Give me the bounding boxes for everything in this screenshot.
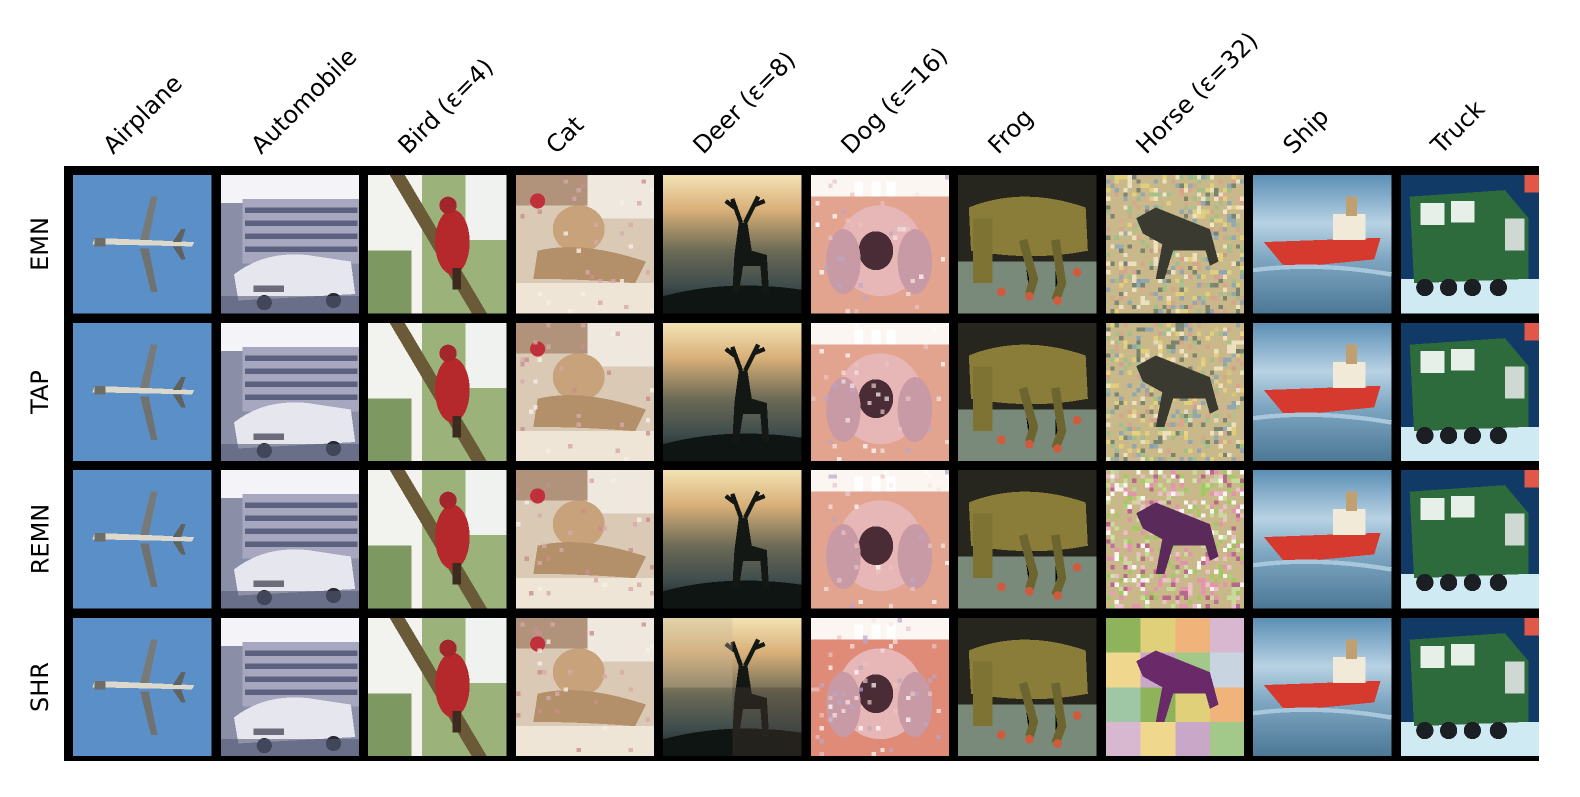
column-label-bird: Bird (ε=4) bbox=[392, 52, 500, 160]
row-label-tap: TAP bbox=[25, 369, 54, 414]
truck-shr-image bbox=[1400, 617, 1539, 756]
dog-remn-image bbox=[810, 470, 949, 609]
column-label-frog: Frog bbox=[982, 103, 1039, 160]
dog-tap-image bbox=[810, 322, 949, 461]
bird-tap-image bbox=[368, 322, 507, 461]
column-label-deer: Deer (ε=8) bbox=[687, 45, 802, 160]
column-label-ship: Ship bbox=[1277, 102, 1335, 160]
dog-shr-image bbox=[810, 617, 949, 756]
automobile-tap-image bbox=[220, 322, 359, 461]
dog-emn-image bbox=[810, 175, 949, 314]
airplane-remn-image bbox=[73, 470, 212, 609]
frog-remn-image bbox=[958, 470, 1097, 609]
automobile-emn-image bbox=[220, 175, 359, 314]
column-label-airplane: Airplane bbox=[97, 69, 189, 160]
column-label-truck: Truck bbox=[1425, 94, 1490, 160]
airplane-shr-image bbox=[73, 617, 212, 756]
ship-tap-image bbox=[1253, 322, 1392, 461]
image-grid bbox=[64, 166, 1539, 761]
column-label-horse: Horse (ε=32) bbox=[1130, 26, 1264, 160]
airplane-tap-image bbox=[73, 322, 212, 461]
bird-remn-image bbox=[368, 470, 507, 609]
row-label-remn: REMN bbox=[25, 504, 54, 575]
horse-shr-image bbox=[1105, 617, 1244, 756]
airplane-emn-image bbox=[73, 175, 212, 314]
frog-shr-image bbox=[958, 617, 1097, 756]
bird-shr-image bbox=[368, 617, 507, 756]
truck-emn-image bbox=[1400, 175, 1539, 314]
row-label-shr: SHR bbox=[25, 661, 54, 712]
row-label-emn: EMN bbox=[25, 217, 54, 272]
cat-remn-image bbox=[515, 470, 654, 609]
cat-tap-image bbox=[515, 322, 654, 461]
automobile-remn-image bbox=[220, 470, 359, 609]
bird-emn-image bbox=[368, 175, 507, 314]
column-label-cat: Cat bbox=[540, 110, 590, 160]
truck-remn-image bbox=[1400, 470, 1539, 609]
ship-emn-image bbox=[1253, 175, 1392, 314]
deer-tap-image bbox=[663, 322, 802, 461]
ship-remn-image bbox=[1253, 470, 1392, 609]
ship-shr-image bbox=[1253, 617, 1392, 756]
column-label-automobile: Automobile bbox=[245, 42, 363, 160]
truck-tap-image bbox=[1400, 322, 1539, 461]
automobile-shr-image bbox=[220, 617, 359, 756]
column-label-dog: Dog (ε=16) bbox=[835, 41, 954, 160]
horse-emn-image bbox=[1105, 175, 1244, 314]
horse-tap-image bbox=[1105, 322, 1244, 461]
deer-remn-image bbox=[663, 470, 802, 609]
cat-emn-image bbox=[515, 175, 654, 314]
deer-emn-image bbox=[663, 175, 802, 314]
deer-shr-image bbox=[663, 617, 802, 756]
frog-tap-image bbox=[958, 322, 1097, 461]
frog-emn-image bbox=[958, 175, 1097, 314]
cat-shr-image bbox=[515, 617, 654, 756]
horse-remn-image bbox=[1105, 470, 1244, 609]
